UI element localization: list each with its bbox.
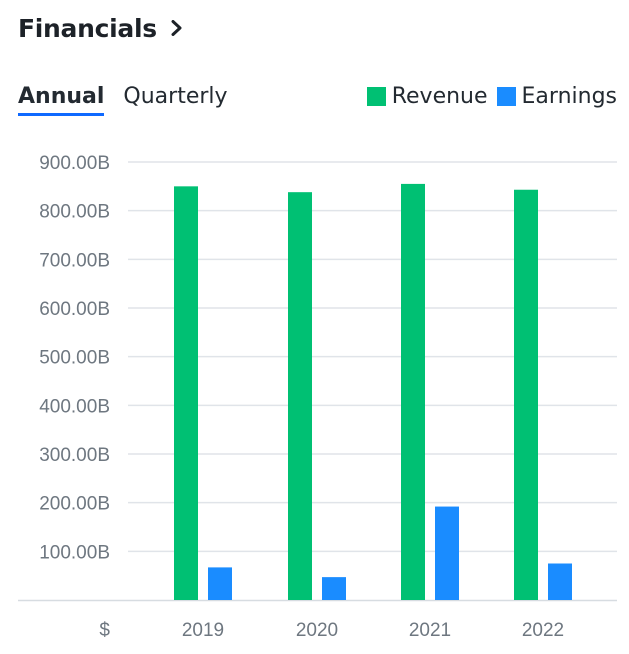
bar-earnings-2020[interactable] (322, 577, 346, 600)
bar-revenue-2019[interactable] (174, 186, 198, 601)
x-tick-label: 2019 (182, 620, 224, 641)
bar-revenue-2021[interactable] (401, 183, 425, 600)
bar-revenue-2020[interactable] (288, 192, 312, 600)
y-tick-label: 900.00B (39, 153, 110, 174)
revenue-swatch (366, 87, 386, 106)
bar-earnings-2022[interactable] (548, 563, 572, 601)
y-tick-label: 400.00B (39, 396, 110, 417)
legend-label-revenue: Revenue (391, 84, 488, 109)
financials-header-link[interactable]: Financials (18, 14, 183, 43)
period-tabs: Annual Quarterly (18, 84, 228, 116)
y-tick-label: 500.00B (39, 348, 110, 369)
chart-legend: Revenue Earnings (366, 84, 617, 109)
section-title: Financials (18, 14, 157, 43)
x-tick-label: 2020 (296, 620, 338, 641)
y-tick-label: 300.00B (39, 445, 110, 466)
y-tick-label: 100.00B (39, 542, 110, 563)
tab-quarterly[interactable]: Quarterly (123, 84, 228, 109)
legend-item-earnings[interactable]: Earnings (496, 84, 617, 109)
x-tick-label: 2022 (522, 620, 564, 641)
tab-annual[interactable]: Annual (18, 84, 105, 116)
bar-revenue-2022[interactable] (514, 189, 538, 601)
bar-earnings-2019[interactable] (208, 567, 232, 600)
y-tick-label: 600.00B (39, 299, 110, 320)
chevron-right-icon (171, 19, 183, 41)
y-tick-label: 200.00B (39, 494, 110, 515)
currency-label: $ (99, 620, 110, 641)
x-tick-label: 2021 (409, 620, 451, 641)
y-tick-label: 700.00B (39, 250, 110, 271)
legend-label-earnings: Earnings (521, 84, 617, 109)
bar-earnings-2021[interactable] (435, 506, 459, 600)
legend-item-revenue[interactable]: Revenue (366, 84, 488, 109)
y-tick-label: 800.00B (39, 202, 110, 223)
earnings-swatch (496, 87, 516, 106)
